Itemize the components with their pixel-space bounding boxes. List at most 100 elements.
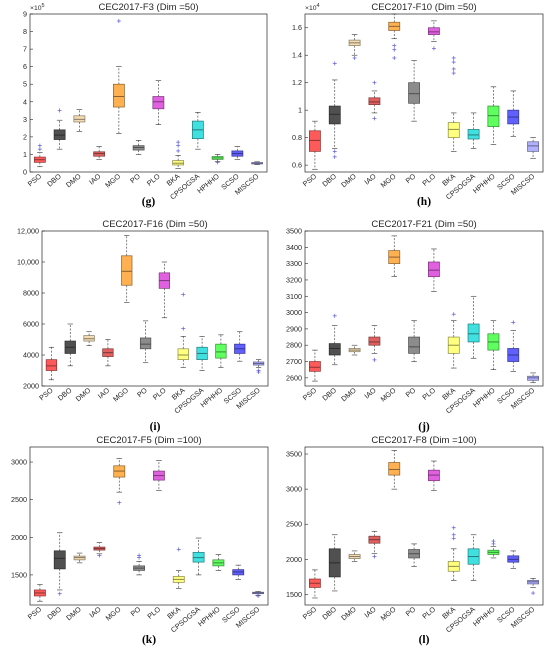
box-miscso [252, 359, 265, 375]
outlier-point [97, 553, 102, 558]
chart-title: CEC2017-F8 (Dim =100) [371, 435, 476, 446]
box-hphho [487, 86, 500, 145]
box-body [45, 359, 58, 371]
y-tick-label: 2000 [23, 382, 39, 391]
box-dbo [328, 313, 341, 366]
x-tick-label: IAO [96, 385, 112, 400]
outlier-point [57, 108, 62, 113]
box-po [408, 60, 420, 122]
subplot-label: (l) [419, 634, 430, 646]
box-hphho [215, 334, 227, 368]
outlier-point [176, 143, 181, 148]
box-dmo [348, 344, 361, 356]
box-pso [34, 584, 46, 602]
x-tick-label: PLO [145, 171, 162, 187]
box-iao [102, 339, 114, 367]
x-tick-label: IAO [362, 171, 378, 186]
box-po [408, 320, 420, 362]
box-scso [507, 320, 520, 372]
outlier-point [117, 500, 122, 505]
box-mgo [388, 13, 401, 60]
chart-panel: CEC2017-F8 (Dim =100) 1500 2000 2500 3000 350… [286, 435, 544, 646]
box-miscso [252, 591, 264, 598]
box-dmo [348, 34, 361, 60]
box-body [215, 343, 227, 359]
box-body [328, 105, 341, 125]
box-scso [231, 146, 244, 161]
box-plo [152, 80, 165, 125]
outlier-point [37, 147, 42, 152]
box-pso [45, 346, 58, 381]
box-po [132, 140, 145, 155]
y-tick-label: 3 [23, 115, 27, 124]
box-body [152, 96, 165, 110]
y-tick-label: 1500 [286, 590, 302, 599]
box-dbo [53, 532, 66, 596]
box-cpsogsa [191, 112, 204, 150]
x-tick-label: DMO [74, 385, 93, 403]
outlier-point [332, 149, 337, 154]
x-tick-label: DBO [320, 171, 338, 188]
box-dmo [348, 550, 361, 562]
box-cpsogsa [196, 336, 208, 371]
x-tick-label: DBO [56, 385, 74, 402]
box-cpsogsa [467, 112, 480, 149]
outlier-point [451, 55, 456, 60]
outlier-point [37, 143, 42, 148]
box-scso [234, 331, 246, 362]
outlier-point [352, 55, 357, 60]
x-tick-label: IAO [362, 604, 378, 619]
box-iao [368, 325, 381, 362]
axes-frame [29, 13, 268, 173]
y-tick-label: 10,000 [17, 258, 39, 267]
subplot-label: (g) [142, 196, 156, 208]
chart-panel: CEC2017-F3 (Dim =50) ×105 0 1 2 3 4 5 6 7 8 9 PSO DBO… [23, 2, 268, 208]
x-tick-label: PO [129, 604, 143, 618]
x-tick-label: HPHHO [471, 385, 497, 409]
y-tick-label: 6 [23, 62, 27, 71]
box-scso [232, 564, 245, 580]
box-plo [153, 460, 165, 491]
x-tick-label: PO [404, 604, 418, 618]
axes-frame [304, 230, 544, 387]
y-tick-label: 0.6 [292, 161, 302, 170]
x-tick-label: PO [128, 171, 142, 185]
box-dmo [83, 331, 95, 347]
outlier-point [256, 368, 261, 373]
y-tick-label: 3500 [286, 450, 302, 459]
x-tick-label: HPHHO [195, 171, 221, 195]
x-tick-label: DMO [339, 385, 358, 403]
chart-panel: CEC2017-F16 (Dim =50) 2000 4000 6000 8000 10,… [17, 219, 269, 433]
box-body [408, 336, 420, 354]
x-tick-label: PO [404, 385, 418, 399]
x-tick-label: PSO [301, 604, 319, 621]
y-tick-label: 0.8 [292, 133, 302, 142]
y-tick-label: 1500 [11, 570, 27, 579]
y-tick-label: 12,000 [17, 227, 39, 236]
box-miscso [527, 137, 539, 159]
y-tick-label: 2900 [286, 324, 302, 333]
outlier-point [392, 55, 397, 60]
x-tick-label: MGO [379, 385, 398, 403]
x-tick-label: PSO [26, 171, 44, 188]
box-body [139, 337, 152, 350]
x-tick-label: PO [135, 385, 149, 399]
box-mgo [112, 19, 125, 134]
box-dmo [73, 552, 86, 564]
y-tick-label: 1 [23, 150, 27, 159]
box-body [408, 82, 420, 104]
y-tick-label: 7 [23, 45, 27, 54]
box-po [139, 320, 152, 364]
box-hphho [212, 554, 225, 571]
y-tick-label: 8 [23, 27, 27, 36]
outlier-point [451, 532, 456, 537]
box-hphho [487, 320, 500, 370]
x-tick-label: HPHHO [199, 385, 225, 409]
box-dbo [328, 534, 341, 592]
y-tick-label: 3300 [286, 259, 302, 268]
outlier-point [511, 320, 516, 325]
y-tick-label: 2600 [286, 373, 302, 382]
x-tick-label: DMO [64, 171, 83, 189]
x-tick-label: DBO [320, 604, 338, 621]
